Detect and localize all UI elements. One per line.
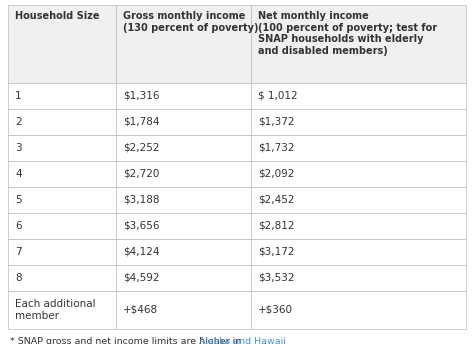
Bar: [8, 291, 116, 329]
Bar: [8, 239, 116, 265]
Text: 8: 8: [15, 273, 22, 283]
Bar: [8, 213, 116, 239]
Bar: [251, 109, 466, 135]
Bar: [8, 187, 116, 213]
Text: $4,592: $4,592: [123, 273, 159, 283]
Text: +$468: +$468: [123, 305, 158, 315]
Bar: [8, 109, 116, 135]
Bar: [251, 83, 466, 109]
Text: $2,092: $2,092: [258, 169, 294, 179]
Text: 5: 5: [15, 195, 22, 205]
Bar: [116, 83, 251, 109]
Bar: [251, 265, 466, 291]
Bar: [116, 135, 251, 161]
Text: .: .: [264, 337, 267, 344]
Bar: [8, 5, 116, 83]
Text: $4,124: $4,124: [123, 247, 159, 257]
Bar: [251, 5, 466, 83]
Text: Household Size: Household Size: [15, 11, 100, 21]
Text: $1,372: $1,372: [258, 117, 294, 127]
Bar: [251, 213, 466, 239]
Text: 6: 6: [15, 221, 22, 231]
Bar: [116, 213, 251, 239]
Text: 7: 7: [15, 247, 22, 257]
Text: $ 1,012: $ 1,012: [258, 91, 297, 101]
Text: +$360: +$360: [258, 305, 293, 315]
Text: $3,172: $3,172: [258, 247, 294, 257]
Text: $2,452: $2,452: [258, 195, 294, 205]
Bar: [116, 161, 251, 187]
Text: $2,812: $2,812: [258, 221, 294, 231]
Bar: [251, 187, 466, 213]
Bar: [251, 161, 466, 187]
Bar: [251, 239, 466, 265]
Bar: [116, 5, 251, 83]
Text: 1: 1: [15, 91, 22, 101]
Text: Alaska and Hawaii: Alaska and Hawaii: [199, 337, 285, 344]
Text: * SNAP gross and net income limits are higher in: * SNAP gross and net income limits are h…: [10, 337, 244, 344]
Text: $2,720: $2,720: [123, 169, 159, 179]
Text: 2: 2: [15, 117, 22, 127]
Bar: [251, 291, 466, 329]
Text: Each additional
member: Each additional member: [15, 299, 96, 321]
Bar: [116, 265, 251, 291]
Text: $3,656: $3,656: [123, 221, 159, 231]
Text: $2,252: $2,252: [123, 143, 159, 153]
Text: $1,316: $1,316: [123, 91, 159, 101]
Text: $1,784: $1,784: [123, 117, 159, 127]
Text: Net monthly income
(100 percent of poverty; test for
SNAP households with elderl: Net monthly income (100 percent of pover…: [258, 11, 437, 56]
Text: Gross monthly income
(130 percent of poverty): Gross monthly income (130 percent of pov…: [123, 11, 258, 33]
Bar: [251, 135, 466, 161]
Bar: [8, 265, 116, 291]
Bar: [8, 135, 116, 161]
Text: 4: 4: [15, 169, 22, 179]
Bar: [116, 239, 251, 265]
Text: $1,732: $1,732: [258, 143, 294, 153]
Bar: [8, 83, 116, 109]
Bar: [116, 291, 251, 329]
Text: $3,188: $3,188: [123, 195, 159, 205]
Text: $3,532: $3,532: [258, 273, 294, 283]
Text: 3: 3: [15, 143, 22, 153]
Bar: [8, 161, 116, 187]
Bar: [116, 187, 251, 213]
Bar: [116, 109, 251, 135]
